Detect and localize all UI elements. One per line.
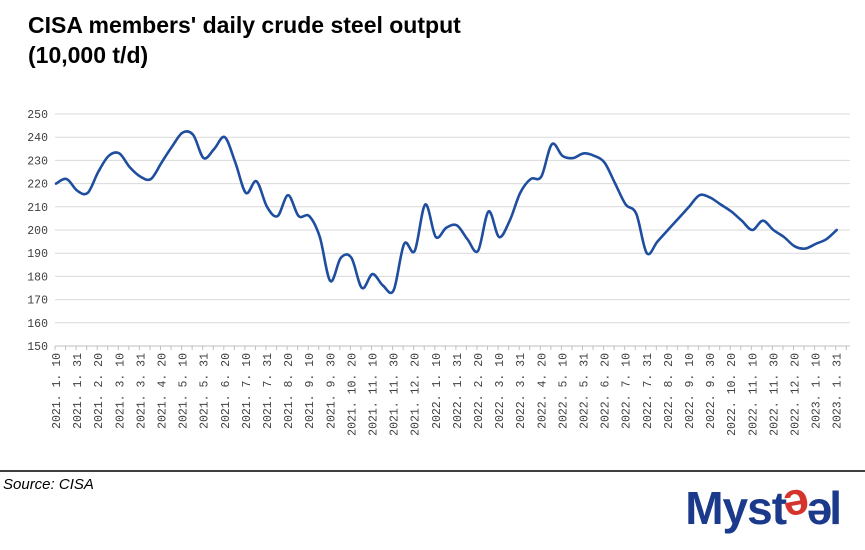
logo-text-myst: Myst	[685, 482, 787, 534]
chart-title-line2: (10,000 t/d)	[28, 42, 149, 68]
y-tick-label: 160	[27, 318, 48, 331]
x-tick-label: 2021. 5. 31	[199, 353, 212, 429]
x-tick-label: 2022. 4. 20	[536, 353, 549, 429]
x-tick-label: 2021. 7. 31	[262, 353, 275, 429]
y-tick-label: 250	[27, 109, 48, 122]
x-tick-label: 2021. 4. 20	[157, 353, 170, 429]
x-tick-label: 2022. 9. 10	[684, 353, 697, 429]
x-tick-label: 2022. 11. 30	[768, 353, 781, 436]
y-tick-label: 190	[27, 248, 48, 261]
x-tick-label: 2022. 1. 31	[452, 353, 465, 429]
x-tick-label: 2021. 2. 20	[93, 353, 106, 429]
x-tick-label: 2021. 12. 20	[410, 353, 423, 436]
x-tick-label: 2022. 7. 10	[621, 353, 634, 429]
footer-separator-line	[0, 470, 865, 472]
y-tick-label: 170	[27, 295, 48, 308]
x-tick-label: 2021. 8. 20	[283, 353, 296, 429]
x-tick-label: 2023. 1. 10	[811, 353, 824, 429]
x-tick-label: 2022. 8. 20	[663, 353, 676, 429]
x-tick-label: 2022. 10. 20	[726, 353, 739, 436]
x-tick-label: 2021. 11. 30	[389, 353, 402, 436]
x-tick-label: 2021. 6. 20	[220, 353, 233, 429]
x-tick-label: 2021. 1. 10	[51, 353, 64, 429]
x-tick-label: 2022. 7. 31	[642, 353, 655, 429]
y-tick-label: 230	[27, 155, 48, 168]
x-tick-label: 2021. 7. 10	[241, 353, 254, 429]
x-tick-label: 2022. 2. 20	[473, 353, 486, 429]
series-line-crude-steel-output	[54, 130, 838, 295]
x-tick-label: 2023. 1. 31	[832, 353, 845, 429]
x-tick-label: 2022. 3. 10	[494, 353, 507, 429]
x-tick-label: 2022. 5. 10	[557, 353, 570, 429]
x-tick-label: 2021. 9. 10	[304, 353, 317, 429]
x-tick-label: 2021. 11. 10	[368, 353, 381, 436]
x-tick-label: 2021. 3. 31	[135, 353, 148, 429]
y-tick-label: 220	[27, 179, 48, 192]
x-tick-label: 2021. 3. 10	[114, 353, 127, 429]
y-tick-label: 150	[27, 341, 48, 354]
x-tick-label: 2022. 12. 20	[790, 353, 803, 436]
y-tick-label: 200	[27, 225, 48, 238]
logo-blue-e-icon: ə	[806, 482, 833, 534]
logo-text-l: l	[829, 482, 842, 534]
chart-title-line1: CISA members' daily crude steel output	[28, 12, 461, 38]
mysteel-logo: Mysteəl	[685, 478, 842, 535]
y-tick-label: 240	[27, 132, 48, 145]
source-text: Source: CISA	[3, 476, 94, 493]
x-tick-label: 2022. 9. 30	[705, 353, 718, 429]
y-tick-label: 210	[27, 202, 48, 215]
x-tick-label: 2021. 9. 30	[325, 353, 338, 429]
x-tick-label: 2021. 5. 10	[178, 353, 191, 429]
chart-title: CISA members' daily crude steel output (…	[28, 10, 461, 70]
x-tick-label: 2022. 1. 10	[431, 353, 444, 429]
chart-plot-area: 150 160 170 180 190 200 210 220 230 240 250 2021. 1…	[27, 109, 850, 436]
x-tick-label: 2022. 11. 10	[747, 353, 760, 436]
x-tick-label: 2021. 10. 20	[346, 353, 359, 436]
x-tick-label: 2021. 1. 31	[72, 353, 85, 429]
x-tick-label: 2022. 3. 31	[515, 353, 528, 429]
x-tick-label: 2022. 5. 31	[579, 353, 592, 429]
y-tick-label: 180	[27, 271, 48, 284]
x-tick-label: 2022. 6. 20	[600, 353, 613, 429]
